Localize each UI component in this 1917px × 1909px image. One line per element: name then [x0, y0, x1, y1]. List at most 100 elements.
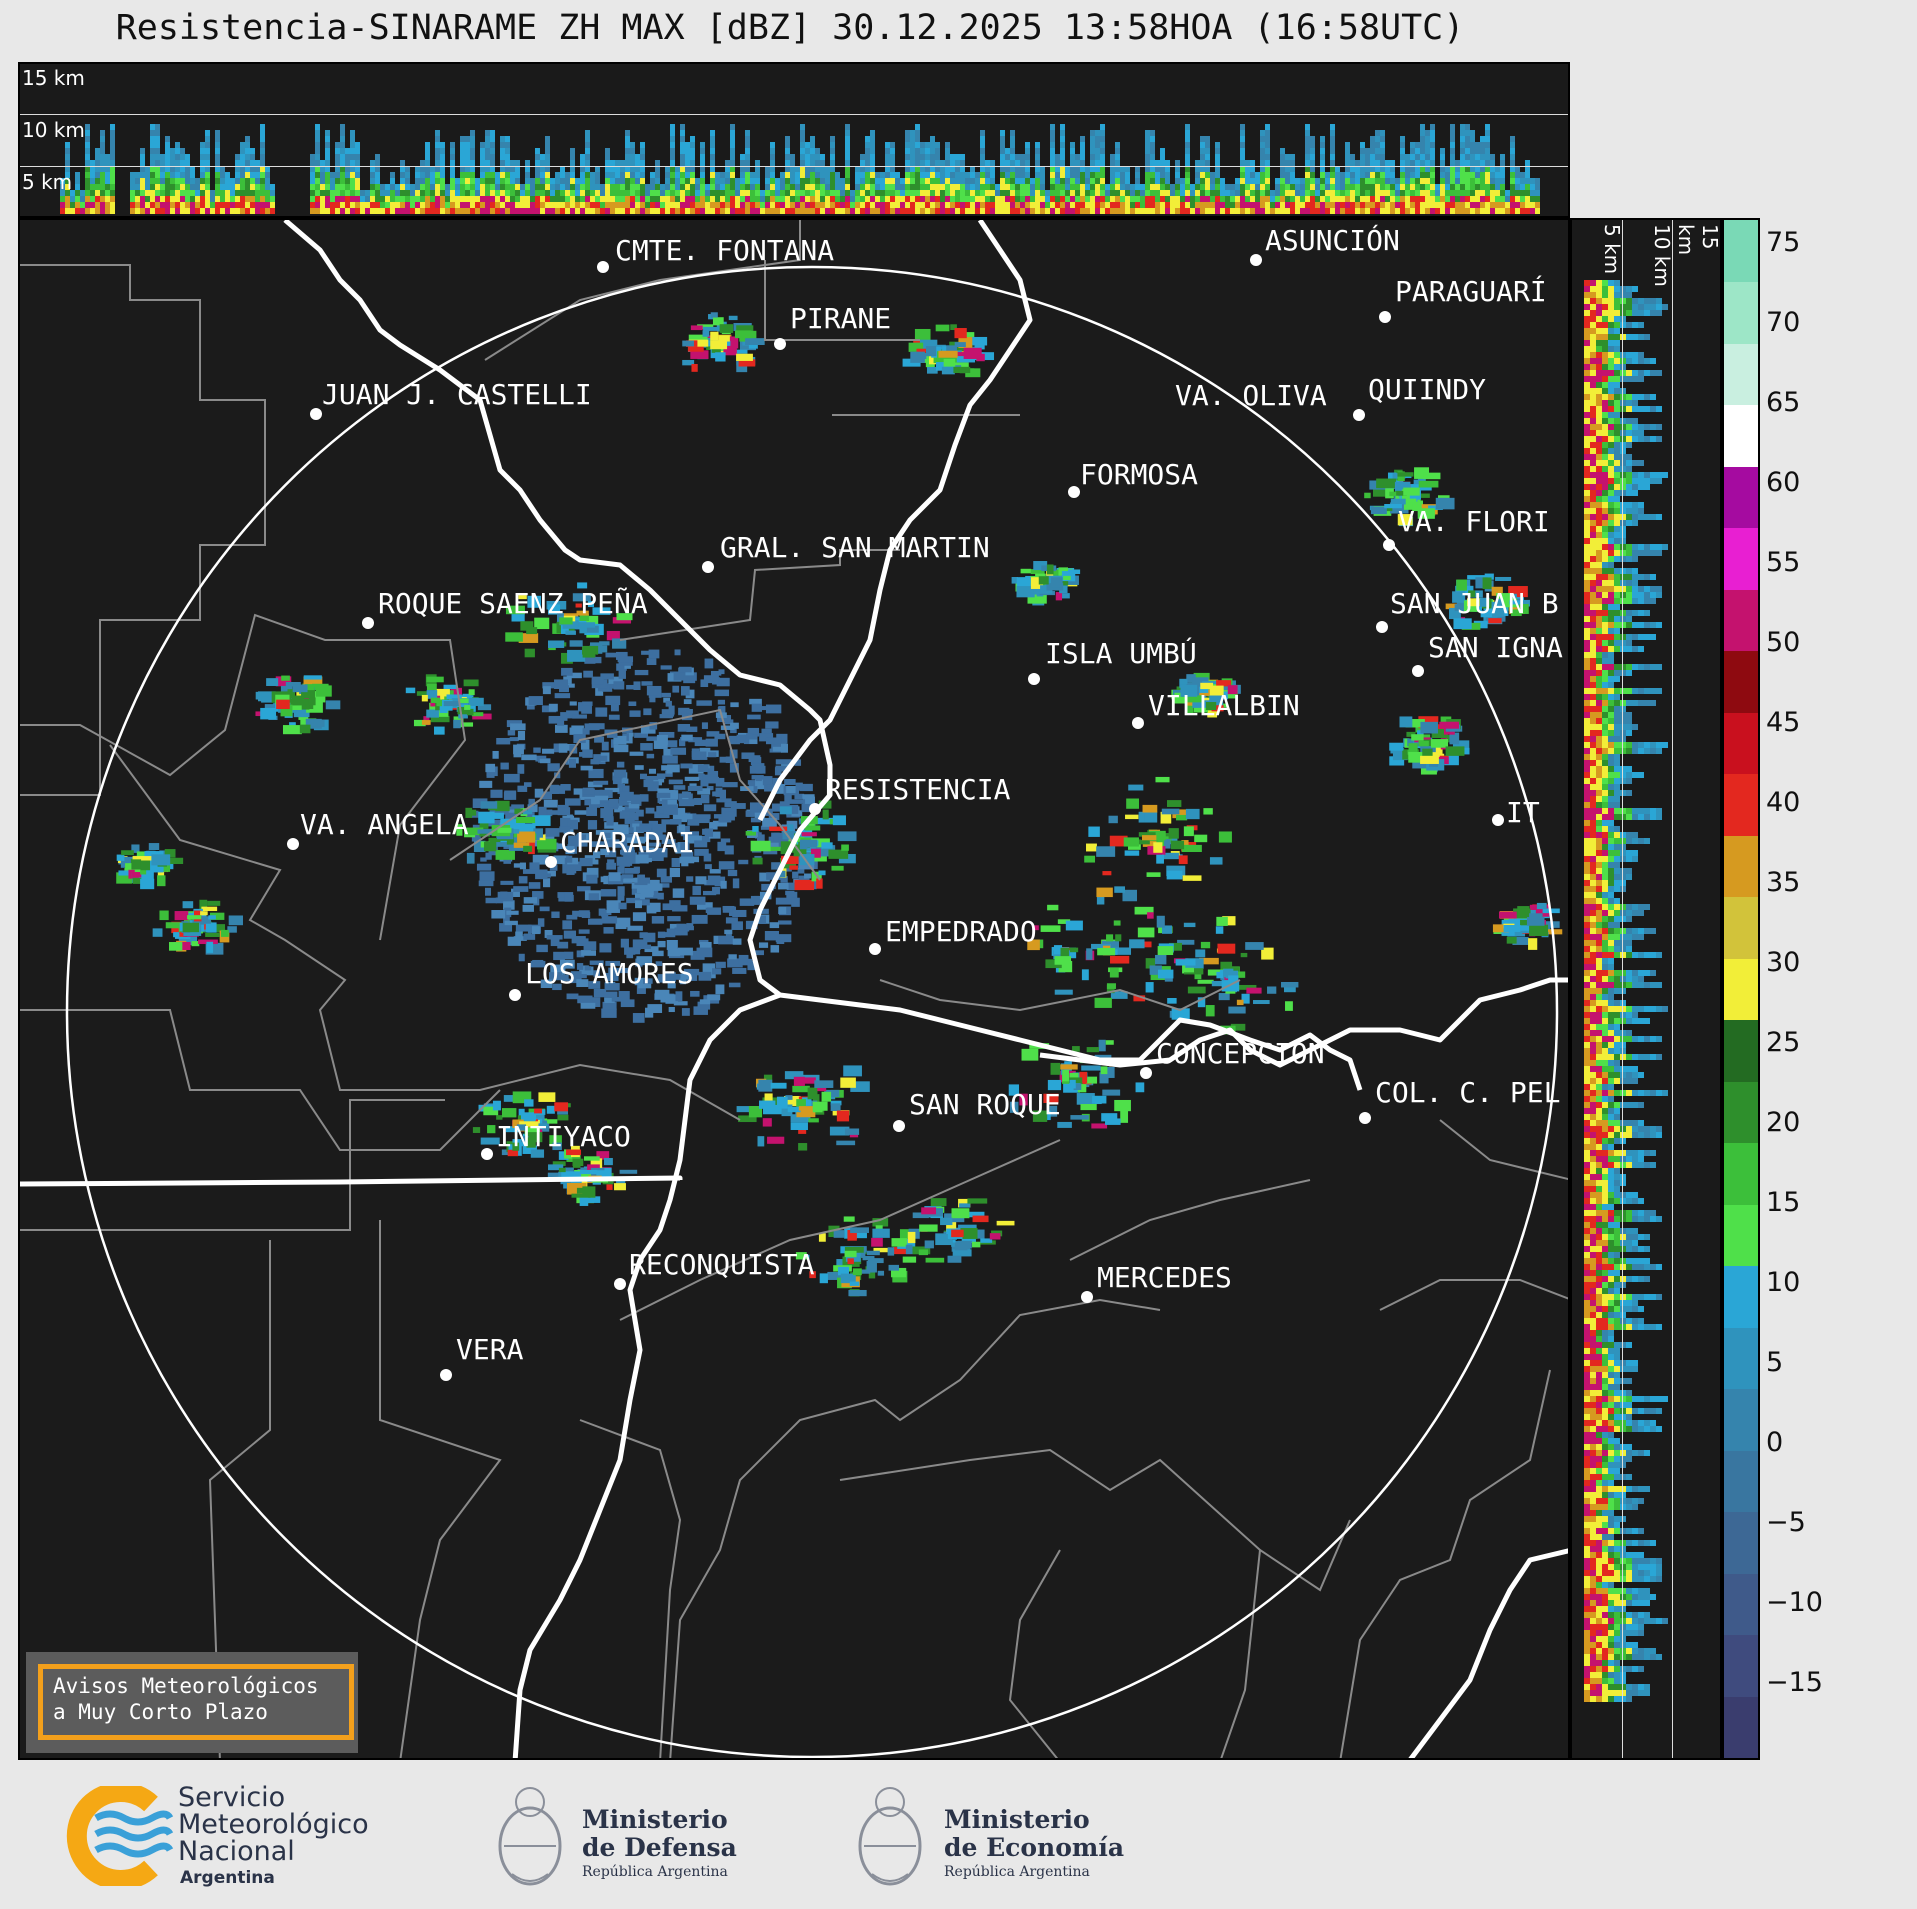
cross-section-cell [555, 172, 560, 178]
cross-section-cell [1260, 178, 1265, 184]
cross-section-cell [1596, 1282, 1602, 1288]
cross-section-cell [100, 172, 105, 178]
cross-section-cell [1614, 1108, 1620, 1114]
cross-section-cell [390, 178, 395, 184]
cross-section-cell [1638, 1324, 1644, 1330]
cross-section-cell [1614, 1684, 1620, 1690]
cross-section-cell [460, 208, 465, 214]
cross-section-cell [1584, 1612, 1590, 1618]
cross-section-cell [430, 172, 435, 178]
cross-section-cell [1225, 208, 1230, 214]
cross-section-cell [260, 184, 265, 190]
cross-section-cell [1626, 1558, 1632, 1564]
cross-section-cell [1626, 1132, 1632, 1138]
cross-section-cell [1340, 208, 1345, 214]
cross-section-cell [1445, 208, 1450, 214]
cross-section-cell [95, 202, 100, 208]
cross-section-cell [1608, 1078, 1614, 1084]
cross-section-cell [315, 196, 320, 202]
cross-section-cell [800, 208, 805, 214]
cross-section-cell [515, 202, 520, 208]
cross-section-cell [1650, 1006, 1656, 1012]
cross-section-cell [130, 208, 135, 214]
cross-section-cell [1596, 610, 1602, 616]
cross-section-cell [1644, 1126, 1650, 1132]
cross-section-cell [485, 136, 490, 142]
cross-section-cell [925, 202, 930, 208]
cross-section-cell [1620, 1042, 1626, 1048]
radar-map[interactable]: CMTE. FONTANA ASUNCIÓN PIRANE PARAGUARÍ JUAN… [18, 218, 1570, 1760]
cross-section-cell [1608, 1594, 1614, 1600]
cross-section-cell [1485, 196, 1490, 202]
cross-section-cell [1632, 370, 1638, 376]
cross-section-cell [170, 172, 175, 178]
cross-section-cell [1305, 178, 1310, 184]
cross-section-cell [535, 202, 540, 208]
cross-section-cell [90, 202, 95, 208]
cross-section-cell [1650, 1420, 1656, 1426]
cross-section-cell [1590, 1696, 1596, 1702]
cross-section-cell [1644, 586, 1650, 592]
cross-section-cell [75, 208, 80, 214]
cross-section-cell [495, 202, 500, 208]
cross-section-cell [1614, 1690, 1620, 1696]
cross-section-cell [605, 190, 610, 196]
cross-section-cell [1602, 502, 1608, 508]
cross-section-cell [975, 178, 980, 184]
cross-section-cell [1590, 1132, 1596, 1138]
cross-section-cell [1614, 1222, 1620, 1228]
cross-section-cell [1596, 1294, 1602, 1300]
cross-section-cell [1596, 538, 1602, 544]
cross-section-cell [1620, 1306, 1626, 1312]
cross-section-cell [1602, 1672, 1608, 1678]
cross-section-cell [1650, 748, 1656, 754]
cross-section-cell [945, 154, 950, 160]
cross-section-cell [1135, 184, 1140, 190]
cross-section-cell [1235, 190, 1240, 196]
cross-section-cell [1608, 940, 1614, 946]
cross-section-cell [400, 190, 405, 196]
cross-section-cell [1460, 208, 1465, 214]
cross-section-cell [715, 178, 720, 184]
cross-section-cell [1410, 154, 1415, 160]
cross-section-cell [1602, 1474, 1608, 1480]
cross-section-cell [905, 172, 910, 178]
cross-section-cell [1614, 610, 1620, 616]
cross-section-cell [405, 196, 410, 202]
cross-section-cell [820, 172, 825, 178]
cross-section-cell [1614, 436, 1620, 442]
cross-section-cell [1608, 1048, 1614, 1054]
cross-section-cell [1584, 406, 1590, 412]
cross-section-cell [1602, 370, 1608, 376]
cross-section-cell [895, 178, 900, 184]
cross-section-cell [1090, 172, 1095, 178]
cross-section-cell [1590, 760, 1596, 766]
cross-section-cell [1608, 550, 1614, 556]
cross-section-cell [1644, 1276, 1650, 1282]
cross-section-cell [1245, 172, 1250, 178]
cross-section-cell [1596, 1420, 1602, 1426]
cross-section-cell [1405, 178, 1410, 184]
cross-section-cell [1425, 130, 1430, 136]
cross-section-cell [265, 208, 270, 214]
cross-section-cell [1656, 808, 1662, 814]
cross-section-cell [1602, 280, 1608, 286]
cross-section-cell [1608, 514, 1614, 520]
cross-section-cell [1596, 592, 1602, 598]
cross-section-cell [220, 190, 225, 196]
cross-section-cell [1596, 1414, 1602, 1420]
cross-section-cell [770, 208, 775, 214]
cross-section-cell [1614, 1696, 1620, 1702]
cross-section-cell [435, 172, 440, 178]
cross-section-cell [1450, 142, 1455, 148]
cross-section-cell [1626, 574, 1632, 580]
cross-section-cell [1330, 154, 1335, 160]
cross-section-cell [580, 178, 585, 184]
cross-section-cell [1614, 1138, 1620, 1144]
cross-section-cell [1614, 1294, 1620, 1300]
cross-section-cell [400, 178, 405, 184]
cross-section-cell [1644, 1420, 1650, 1426]
cross-section-cell [800, 202, 805, 208]
cross-section-cell [675, 184, 680, 190]
cross-section-cell [270, 196, 275, 202]
